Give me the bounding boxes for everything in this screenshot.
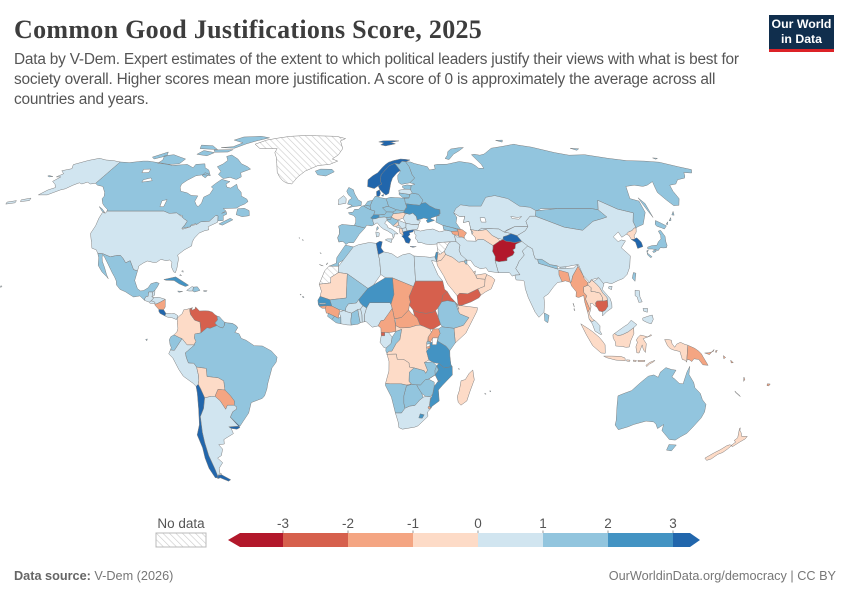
svg-text:3: 3	[669, 516, 677, 531]
svg-text:-1: -1	[407, 516, 419, 531]
svg-text:0: 0	[474, 516, 482, 531]
svg-text:No data: No data	[157, 516, 205, 531]
svg-text:-3: -3	[277, 516, 289, 531]
svg-text:2: 2	[604, 516, 612, 531]
svg-text:-2: -2	[342, 516, 354, 531]
svg-text:1: 1	[539, 516, 547, 531]
